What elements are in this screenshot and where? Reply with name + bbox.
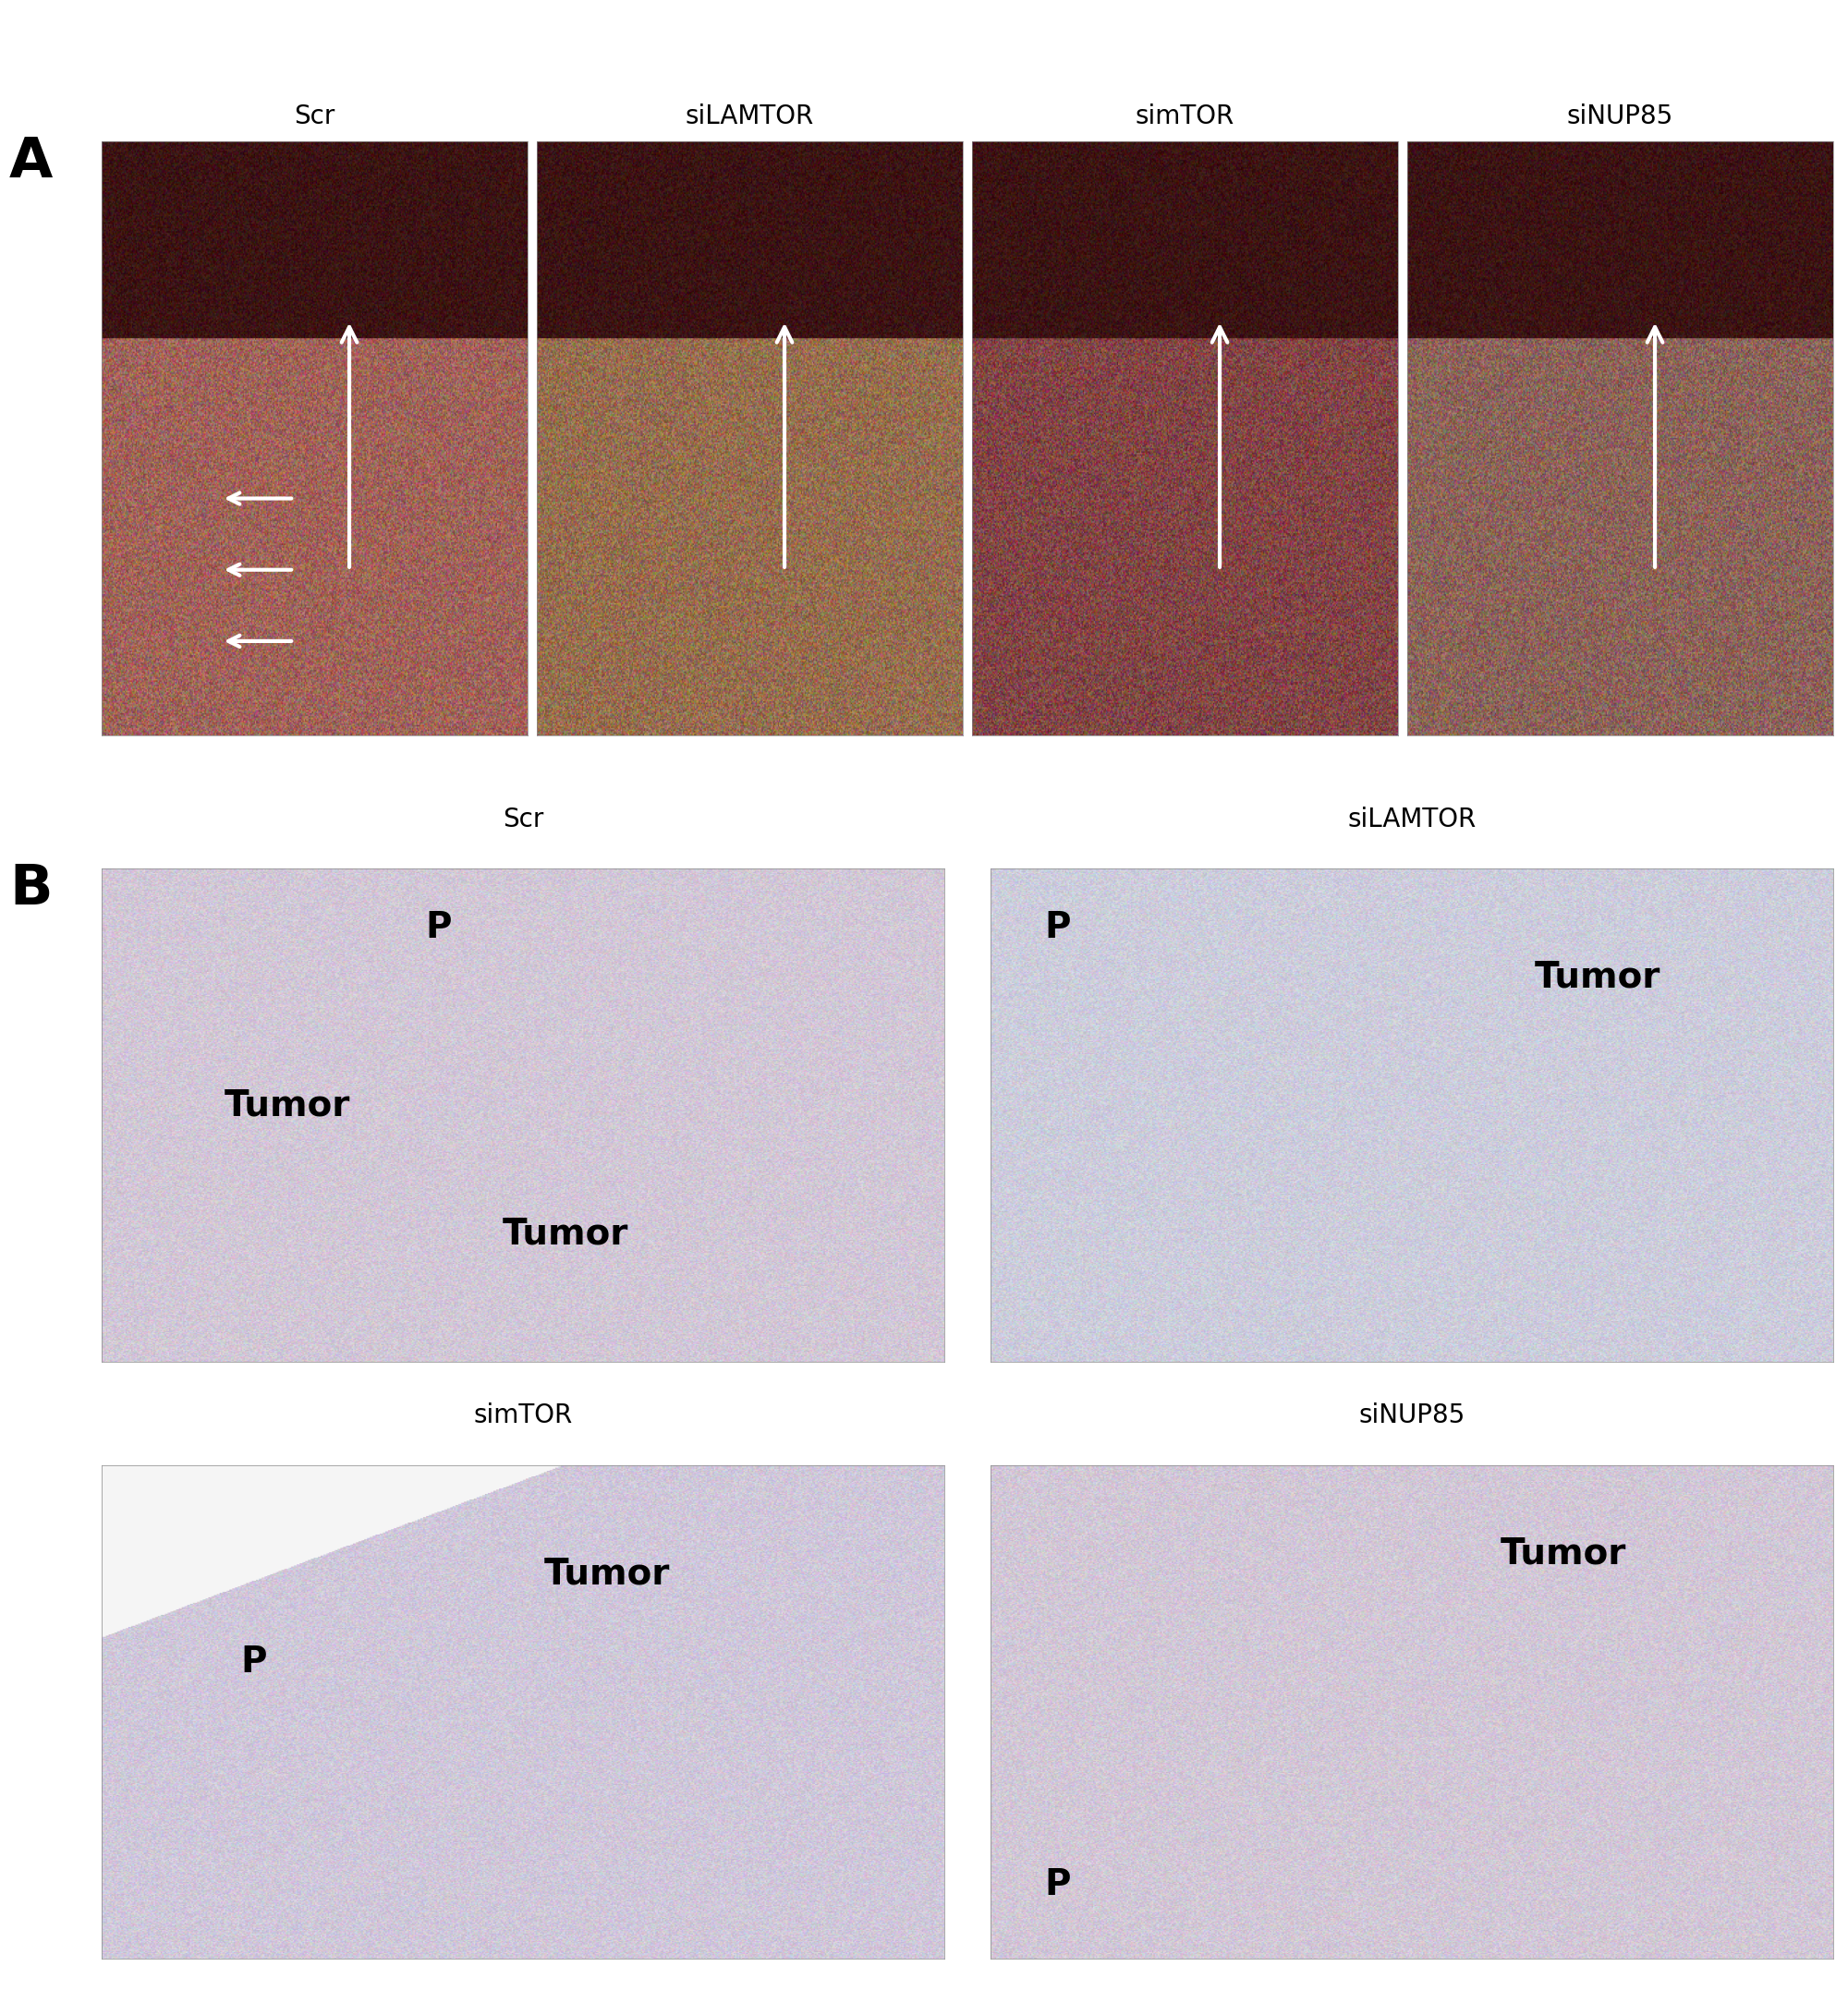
Text: B: B: [9, 862, 52, 917]
Text: Tumor: Tumor: [1534, 959, 1660, 995]
Text: Scr: Scr: [503, 806, 543, 832]
Text: A: A: [9, 135, 54, 189]
Text: siNUP85: siNUP85: [1567, 103, 1674, 129]
Text: Tumor: Tumor: [224, 1088, 349, 1122]
Text: Tumor: Tumor: [503, 1217, 628, 1251]
Text: simTOR: simTOR: [1135, 103, 1234, 129]
Text: P: P: [1044, 911, 1072, 945]
Text: siLAMTOR: siLAMTOR: [1347, 806, 1477, 832]
Text: Scr: Scr: [294, 103, 334, 129]
Text: siLAMTOR: siLAMTOR: [686, 103, 815, 129]
Text: siNUP85: siNUP85: [1358, 1402, 1465, 1429]
Text: P: P: [1044, 1868, 1072, 1902]
Text: P: P: [240, 1644, 266, 1681]
Text: P: P: [425, 911, 453, 945]
Text: simTOR: simTOR: [473, 1402, 573, 1429]
Text: Tumor: Tumor: [545, 1556, 671, 1592]
Text: Tumor: Tumor: [1501, 1535, 1626, 1572]
